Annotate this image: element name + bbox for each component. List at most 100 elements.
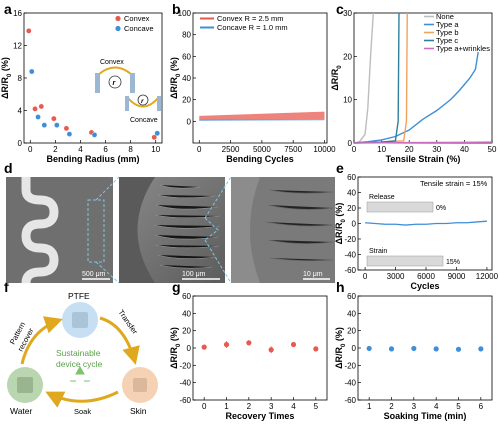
y-tick-label: 0 (18, 139, 23, 148)
y-tick-label: 10 (343, 96, 352, 105)
plot-frame (192, 12, 328, 144)
data-point (388, 346, 395, 352)
x-tick-label: 2500 (222, 145, 240, 154)
y-tick-label: 30 (343, 9, 352, 18)
tensile-strain-note: Tensile strain = 15% (420, 179, 488, 188)
data-point (154, 130, 161, 137)
series-line (353, 141, 493, 144)
data-point (478, 346, 484, 352)
x-tick-label: 0 (197, 145, 202, 154)
x-tick-label: 0 (28, 145, 33, 154)
legend-marker (115, 25, 121, 32)
x-tick-label: 0 (363, 272, 368, 281)
strain-label: Strain (369, 248, 387, 255)
bending-schematic-concave: r Concave (125, 94, 161, 124)
legend-label: Type c (436, 36, 458, 45)
y-tick-label: 60 (347, 173, 356, 182)
legend-label: None (436, 12, 454, 21)
x-tick-label: 3 (412, 402, 417, 411)
x-tick-label: 6 (479, 402, 484, 411)
y-tick-label: 0 (352, 344, 357, 353)
data-point (25, 28, 32, 34)
data-point (54, 122, 60, 128)
data-point (51, 115, 57, 122)
sem-image-3: 10 μm (231, 177, 335, 283)
x-tick-label: 1 (367, 402, 372, 411)
y-tick-label: 20 (347, 204, 356, 213)
data-point (151, 134, 158, 141)
scale-bar-label-3: 10 μm (303, 271, 323, 278)
y-tick-label: 0 (187, 117, 192, 126)
x-tick-label: 7500 (284, 145, 302, 154)
y-tick-label: -40 (344, 379, 356, 388)
y-tick-label: 12 (13, 42, 22, 51)
data-point (41, 122, 48, 128)
plot-frame (353, 12, 493, 144)
x-tick-label: 5000 (253, 145, 271, 154)
plot-frame (192, 295, 328, 401)
release-inset-image (366, 201, 434, 213)
panel-letter-b: b (172, 1, 181, 17)
y-tick-label: -40 (344, 251, 356, 260)
data-point (313, 346, 319, 352)
y-tick-label: 20 (343, 52, 352, 61)
scale-bar-label-2: 100 μm (182, 271, 206, 278)
x-axis-label: Bending Radius (mm) (46, 154, 139, 164)
device-cycle-diagram: PTFE Skin Water Transfer Soak Pattern re… (7, 291, 158, 416)
x-tick-label: 6000 (417, 272, 435, 281)
ptfe-label: PTFE (68, 291, 90, 301)
data-point (290, 341, 297, 348)
convex-annotation: Convex (100, 59, 124, 66)
x-tick-label: 8 (128, 145, 133, 154)
center-text-1: Sustainable (56, 348, 101, 358)
x-tick-label: 2 (389, 402, 394, 411)
panel-letter-g: g (172, 279, 181, 295)
series-band (199, 111, 325, 121)
x-axis-label: Recovery Times (226, 411, 295, 421)
x-tick-label: 20 (405, 145, 414, 154)
y-tick-label: 80 (182, 31, 191, 40)
legend-label: Concave R = 1.0 mm (217, 23, 288, 32)
x-tick-label: 30 (432, 145, 441, 154)
data-point (91, 132, 98, 138)
legend-label: Convex R = 2.5 mm (217, 14, 283, 23)
soak-label: Soak (74, 407, 91, 416)
scale-bar-label-1: 500 μm (82, 271, 106, 278)
x-tick-label: 1 (224, 402, 229, 411)
data-point (35, 114, 41, 120)
data-point (223, 341, 230, 348)
data-point (366, 345, 372, 352)
data-point (433, 346, 439, 352)
x-tick-label: 50 (488, 145, 497, 154)
x-tick-label: 12000 (476, 272, 499, 281)
legend-label: Type a (436, 20, 459, 29)
data-point (66, 131, 73, 137)
data-point (63, 125, 70, 132)
x-tick-label: 5 (314, 402, 319, 411)
y-tick-label: -60 (344, 396, 356, 405)
release-label: Release (369, 194, 395, 201)
convex-r-label: r (113, 80, 117, 87)
y-tick-label: 60 (347, 292, 356, 301)
data-point (246, 340, 252, 346)
data-point (201, 344, 207, 350)
water-label: Water (10, 406, 33, 416)
series-line (353, 51, 479, 144)
y-tick-label: 0 (187, 344, 192, 353)
legend-label: Convex (124, 14, 150, 23)
x-tick-label: 10000 (313, 145, 336, 154)
y-tick-label: 60 (182, 52, 191, 61)
chart-b: 0 2500 5000 7500 10000 0 20 40 60 80 100 Bending Cy… (169, 9, 336, 164)
chart-g: 0 1 2 3 4 5 -60 -40 -20 0 20 40 60 Recovery Times ΔR/R… (169, 292, 328, 421)
series-band (199, 119, 325, 121)
y-tick-label: 40 (347, 189, 356, 198)
series-line (353, 12, 375, 144)
x-tick-label: 6 (103, 145, 108, 154)
x-tick-label: 10 (377, 145, 386, 154)
data-point (411, 345, 417, 352)
x-tick-label: 10 (151, 145, 160, 154)
legend-label: Type b (436, 28, 459, 37)
y-tick-label: -20 (344, 235, 356, 244)
x-tick-label: 40 (460, 145, 469, 154)
y-axis-label: ΔR/R0 (330, 65, 343, 91)
